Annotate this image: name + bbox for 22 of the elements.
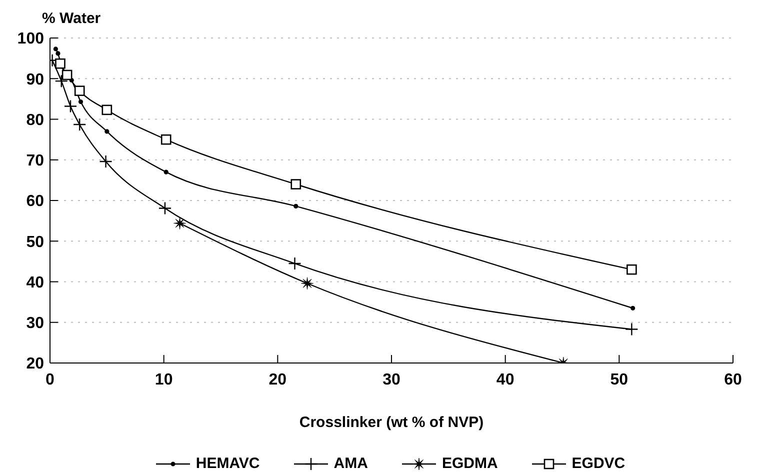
- legend-label: EGDVC: [572, 455, 626, 472]
- x-tick-label: 10: [154, 371, 173, 388]
- y-tick-label: 70: [26, 152, 44, 170]
- legend-label: EGDMA: [442, 455, 498, 472]
- y-tick-label: 90: [26, 71, 44, 88]
- y-tick-label: 50: [26, 234, 44, 251]
- x-tick-label: 60: [724, 371, 742, 388]
- x-tick-label: 50: [610, 371, 628, 388]
- x-tick-label: 30: [382, 371, 400, 388]
- y-axis-title: % Water: [42, 10, 101, 27]
- y-tick-label: 30: [26, 315, 44, 332]
- y-tick-label: 40: [26, 274, 44, 292]
- x-tick-label: 40: [496, 371, 514, 388]
- legend-label: HEMAVC: [196, 455, 260, 472]
- y-tick-label: 80: [26, 112, 44, 129]
- x-axis-title: Crosslinker (wt % of NVP): [299, 414, 484, 431]
- y-tick-label: 100: [17, 30, 44, 48]
- y-tick-label: 60: [26, 193, 44, 210]
- x-tick-label: 20: [268, 371, 287, 388]
- legend-label: AMA: [334, 455, 368, 472]
- x-tick-label: 0: [46, 371, 55, 388]
- y-tick-label: 20: [26, 356, 44, 373]
